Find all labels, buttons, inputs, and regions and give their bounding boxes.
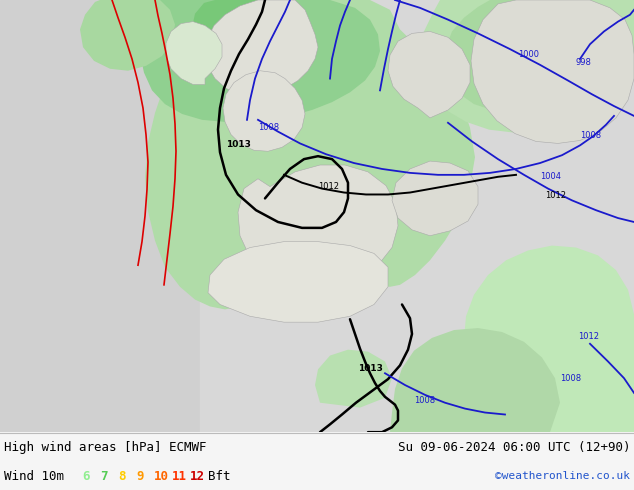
Polygon shape xyxy=(223,71,305,151)
Polygon shape xyxy=(238,165,398,289)
Polygon shape xyxy=(208,242,388,322)
Text: 11: 11 xyxy=(172,469,187,483)
Text: 12: 12 xyxy=(190,469,205,483)
Polygon shape xyxy=(315,350,392,408)
Text: ©weatheronline.co.uk: ©weatheronline.co.uk xyxy=(495,471,630,481)
Polygon shape xyxy=(464,245,634,432)
Polygon shape xyxy=(420,0,634,133)
Polygon shape xyxy=(166,22,222,84)
Text: 1013: 1013 xyxy=(226,140,251,149)
Polygon shape xyxy=(445,0,605,112)
Polygon shape xyxy=(80,0,175,71)
Text: 1008: 1008 xyxy=(414,396,435,405)
Polygon shape xyxy=(205,0,318,96)
Polygon shape xyxy=(235,246,376,298)
Text: Wind 10m: Wind 10m xyxy=(4,469,64,483)
Text: 998: 998 xyxy=(576,58,592,67)
Text: 9: 9 xyxy=(136,469,143,483)
Polygon shape xyxy=(192,0,295,58)
Polygon shape xyxy=(471,0,634,144)
Text: 7: 7 xyxy=(100,469,108,483)
Text: 1012: 1012 xyxy=(545,192,566,200)
Text: 6: 6 xyxy=(82,469,89,483)
Text: 1013: 1013 xyxy=(358,364,383,373)
Polygon shape xyxy=(392,161,478,236)
Text: 1012: 1012 xyxy=(578,332,599,341)
Text: 1008: 1008 xyxy=(580,130,601,140)
Polygon shape xyxy=(140,0,380,122)
Text: 10: 10 xyxy=(154,469,169,483)
Text: 1008: 1008 xyxy=(258,122,279,132)
Text: 1004: 1004 xyxy=(540,172,561,181)
Bar xyxy=(200,0,634,432)
Polygon shape xyxy=(120,0,475,309)
Text: High wind areas [hPa] ECMWF: High wind areas [hPa] ECMWF xyxy=(4,441,207,454)
Text: 1012: 1012 xyxy=(318,182,339,191)
Text: 8: 8 xyxy=(118,469,126,483)
Polygon shape xyxy=(390,328,560,432)
Text: 1000: 1000 xyxy=(518,50,539,59)
Text: 1008: 1008 xyxy=(560,374,581,383)
Polygon shape xyxy=(388,31,470,118)
Text: Su 09-06-2024 06:00 UTC (12+90): Su 09-06-2024 06:00 UTC (12+90) xyxy=(398,441,630,454)
Text: Bft: Bft xyxy=(208,469,231,483)
